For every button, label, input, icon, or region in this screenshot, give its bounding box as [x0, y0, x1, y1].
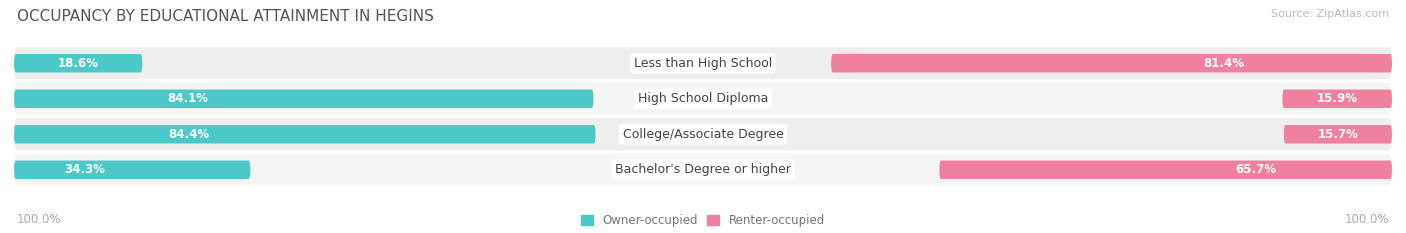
- FancyBboxPatch shape: [14, 118, 1392, 150]
- Text: 34.3%: 34.3%: [65, 163, 105, 176]
- Text: 65.7%: 65.7%: [1236, 163, 1277, 176]
- Text: College/Associate Degree: College/Associate Degree: [623, 128, 783, 141]
- Text: 100.0%: 100.0%: [1344, 213, 1389, 226]
- FancyBboxPatch shape: [14, 154, 1392, 186]
- Text: High School Diploma: High School Diploma: [638, 92, 768, 105]
- Text: Source: ZipAtlas.com: Source: ZipAtlas.com: [1271, 9, 1389, 19]
- Text: 18.6%: 18.6%: [58, 57, 98, 70]
- FancyBboxPatch shape: [939, 161, 1392, 179]
- FancyBboxPatch shape: [1282, 89, 1392, 108]
- Text: 15.9%: 15.9%: [1316, 92, 1358, 105]
- FancyBboxPatch shape: [1284, 125, 1392, 144]
- Text: 100.0%: 100.0%: [17, 213, 62, 226]
- Text: OCCUPANCY BY EDUCATIONAL ATTAINMENT IN HEGINS: OCCUPANCY BY EDUCATIONAL ATTAINMENT IN H…: [17, 9, 433, 24]
- FancyBboxPatch shape: [14, 47, 1392, 79]
- FancyBboxPatch shape: [14, 125, 596, 144]
- FancyBboxPatch shape: [14, 89, 593, 108]
- Text: 84.4%: 84.4%: [167, 128, 209, 141]
- FancyBboxPatch shape: [831, 54, 1392, 72]
- Text: 81.4%: 81.4%: [1204, 57, 1244, 70]
- Text: Bachelor's Degree or higher: Bachelor's Degree or higher: [614, 163, 792, 176]
- FancyBboxPatch shape: [14, 161, 250, 179]
- FancyBboxPatch shape: [14, 54, 142, 72]
- Legend: Owner-occupied, Renter-occupied: Owner-occupied, Renter-occupied: [581, 214, 825, 227]
- Text: 84.1%: 84.1%: [167, 92, 208, 105]
- Text: 15.7%: 15.7%: [1317, 128, 1358, 141]
- Text: Less than High School: Less than High School: [634, 57, 772, 70]
- FancyBboxPatch shape: [14, 83, 1392, 115]
